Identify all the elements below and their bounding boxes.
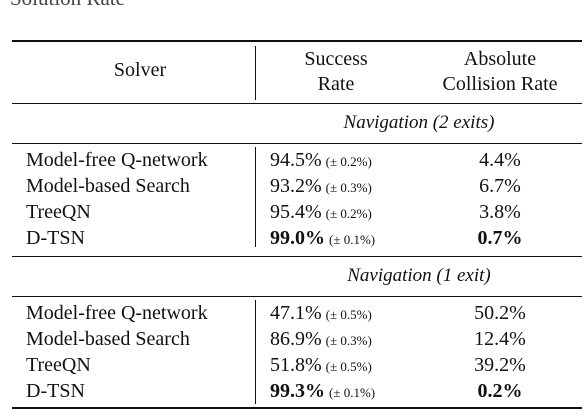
success-rate-cell: 95.4% (± 0.2%) <box>270 199 372 227</box>
section-title: Navigation (1 exit) <box>347 265 491 286</box>
header-solver: Solver <box>113 59 167 81</box>
table-row: Model-free Q-network 94.5% (± 0.2%) 4.4% <box>0 147 588 173</box>
header-success-line-2: Rate <box>317 73 355 95</box>
collision-rate-value: 0.2% <box>477 380 523 402</box>
success-rate-value: 99.0% <box>270 227 325 249</box>
section-rule <box>12 143 582 144</box>
collision-rate-value: 0.7% <box>477 227 523 249</box>
header-success-line-1: Success <box>304 48 368 70</box>
success-rate-cell: 99.3% (± 0.1%) <box>270 378 375 406</box>
section-rule <box>12 256 582 257</box>
solver-name: Model-based Search <box>26 175 190 197</box>
table-row: D-TSN 99.0% (± 0.1%) 0.7% <box>0 225 588 251</box>
success-rate-std: (± 0.2%) <box>325 206 372 221</box>
success-rate-cell: 86.9% (± 0.3%) <box>270 326 372 354</box>
collision-rate-value: 12.4% <box>474 328 526 350</box>
solver-name: Model-based Search <box>26 328 190 350</box>
success-rate-value: 93.2% <box>270 175 322 197</box>
success-rate-std: (± 0.3%) <box>325 333 372 348</box>
success-rate-cell: 51.8% (± 0.5%) <box>270 352 372 380</box>
section-1-divider <box>255 147 256 247</box>
solver-name: TreeQN <box>26 201 91 223</box>
table-row: TreeQN 95.4% (± 0.2%) 3.8% <box>0 199 588 225</box>
collision-rate-value: 39.2% <box>474 354 526 376</box>
success-rate-std: (± 0.2%) <box>325 154 372 169</box>
solver-name: Model-free Q-network <box>26 149 208 171</box>
section-rule <box>12 296 582 297</box>
table-row: Model-based Search 86.9% (± 0.3%) 12.4% <box>0 326 588 352</box>
success-rate-value: 86.9% <box>270 328 322 350</box>
table-row: Model-free Q-network 47.1% (± 0.5%) 50.2% <box>0 300 588 326</box>
success-rate-value: 94.5% <box>270 149 322 171</box>
success-rate-std: (± 0.5%) <box>325 359 372 374</box>
bottom-rule <box>12 407 582 409</box>
table-caption-fragment: Solution Rate <box>10 0 125 11</box>
solver-name: D-TSN <box>26 380 85 402</box>
header-collision-line-2: Collision Rate <box>442 73 558 95</box>
success-rate-cell: 47.1% (± 0.5%) <box>270 300 372 328</box>
section-2-divider <box>255 300 256 404</box>
header-divider <box>255 46 256 100</box>
collision-rate-value: 4.4% <box>479 149 521 171</box>
table-row: Model-based Search 93.2% (± 0.3%) 6.7% <box>0 173 588 199</box>
header-collision-line-1: Absolute <box>463 48 537 70</box>
collision-rate-value: 3.8% <box>479 201 521 223</box>
success-rate-cell: 99.0% (± 0.1%) <box>270 225 375 253</box>
section-title: Navigation (2 exits) <box>343 112 495 133</box>
success-rate-std: (± 0.1%) <box>329 385 376 400</box>
success-rate-value: 51.8% <box>270 354 322 376</box>
top-rule <box>12 40 582 42</box>
success-rate-value: 95.4% <box>270 201 322 223</box>
solver-name: D-TSN <box>26 227 85 249</box>
collision-rate-value: 6.7% <box>479 175 521 197</box>
header-rule <box>12 103 582 104</box>
table-row: D-TSN 99.3% (± 0.1%) 0.2% <box>0 378 588 404</box>
solver-name: Model-free Q-network <box>26 302 208 324</box>
success-rate-std: (± 0.1%) <box>329 232 376 247</box>
success-rate-value: 99.3% <box>270 380 325 402</box>
success-rate-value: 47.1% <box>270 302 322 324</box>
table-row: TreeQN 51.8% (± 0.5%) 39.2% <box>0 352 588 378</box>
solver-name: TreeQN <box>26 354 91 376</box>
success-rate-cell: 93.2% (± 0.3%) <box>270 173 372 201</box>
collision-rate-value: 50.2% <box>474 302 526 324</box>
success-rate-std: (± 0.5%) <box>325 307 372 322</box>
success-rate-cell: 94.5% (± 0.2%) <box>270 147 372 175</box>
success-rate-std: (± 0.3%) <box>325 180 372 195</box>
